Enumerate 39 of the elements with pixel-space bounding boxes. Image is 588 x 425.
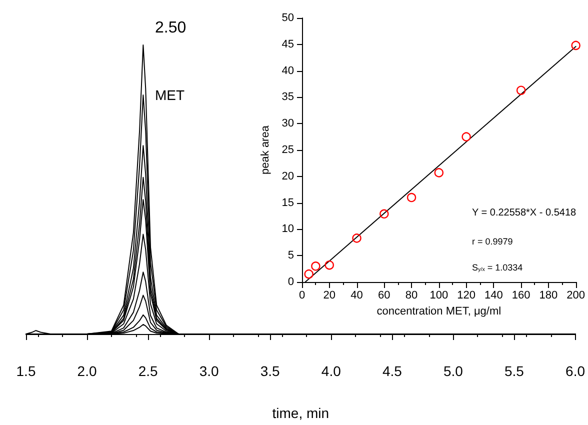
x-tick-label: 5.0: [443, 363, 464, 379]
y-tick-label: 45: [282, 38, 294, 50]
y-tick-label: 25: [282, 144, 294, 156]
annotation: r = 0.9979: [472, 236, 513, 246]
annotation: Y = 0.22558*X - 0.5418: [472, 208, 577, 218]
x-tick-label: 2.0: [77, 363, 97, 379]
y-tick-label: 20: [282, 170, 294, 182]
x-tick-label: 20: [323, 290, 336, 302]
x-tick-label: 160: [512, 290, 530, 302]
x-tick-label: 3.0: [199, 363, 220, 379]
x-tick-label: 200: [566, 290, 586, 302]
x-tick-label: 180: [539, 290, 558, 302]
x-tick-label: 80: [405, 290, 418, 302]
x-tick-label: 40: [350, 290, 363, 302]
x-tick-label: 3.5: [260, 363, 280, 379]
x-tick-label: 4.0: [321, 363, 342, 379]
x-tick-label: 140: [484, 290, 503, 302]
x-tick-label: 100: [430, 290, 448, 302]
y-tick-label: 50: [282, 12, 294, 24]
y-axis-title: peak area: [259, 124, 272, 174]
x-tick-label: 0: [298, 290, 306, 302]
x-tick-label: 2.5: [138, 363, 158, 379]
x-axis-title: concentration MET, μg/ml: [376, 305, 502, 318]
x-tick-label: 1.5: [16, 363, 36, 379]
y-tick-label: 40: [282, 64, 294, 77]
x-tick-label: 60: [378, 290, 390, 302]
x-axis-title: time, min: [272, 405, 330, 421]
x-tick-label: 120: [457, 290, 476, 302]
y-tick-label: 30: [282, 118, 294, 130]
y-tick-label: 35: [282, 91, 294, 104]
text: 2.50: [155, 20, 186, 36]
x-tick-label: 6.0: [566, 363, 586, 379]
annotation: MET: [155, 87, 185, 103]
y-tick-label: 0: [288, 276, 294, 288]
x-tick-label: 5.5: [504, 363, 524, 379]
y-tick-label: 10: [282, 223, 294, 236]
x-tick-label: 4.5: [382, 363, 402, 379]
y-tick-label: 5: [288, 250, 294, 262]
y-tick-label: 15: [282, 196, 294, 209]
